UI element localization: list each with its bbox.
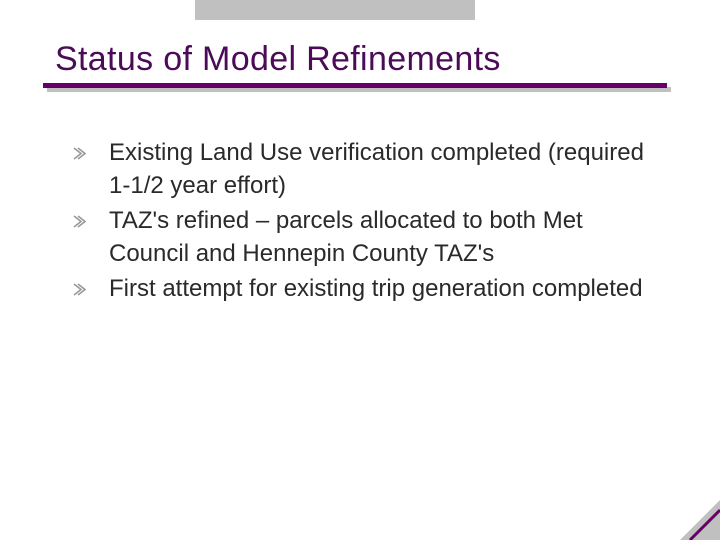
list-item-text: First attempt for existing trip generati… <box>109 275 643 302</box>
chevron-right-icon <box>73 215 86 228</box>
list-item: Existing Land Use verification completed… <box>73 137 665 203</box>
corner-decoration <box>680 500 720 540</box>
list-item: TAZ's refined – parcels allocated to bot… <box>73 205 665 271</box>
slide-title: Status of Model Refinements <box>55 40 665 79</box>
list-item-text: TAZ's refined – parcels allocated to bot… <box>109 207 583 267</box>
bullet-list: Existing Land Use verification completed… <box>55 137 665 305</box>
chevron-right-icon <box>73 283 86 296</box>
top-accent-bar <box>195 0 475 20</box>
chevron-right-icon <box>73 147 86 160</box>
list-item: First attempt for existing trip generati… <box>73 273 665 306</box>
title-underline <box>43 83 667 101</box>
slide: Status of Model Refinements Existing Lan… <box>0 0 720 305</box>
list-item-text: Existing Land Use verification completed… <box>109 139 644 199</box>
